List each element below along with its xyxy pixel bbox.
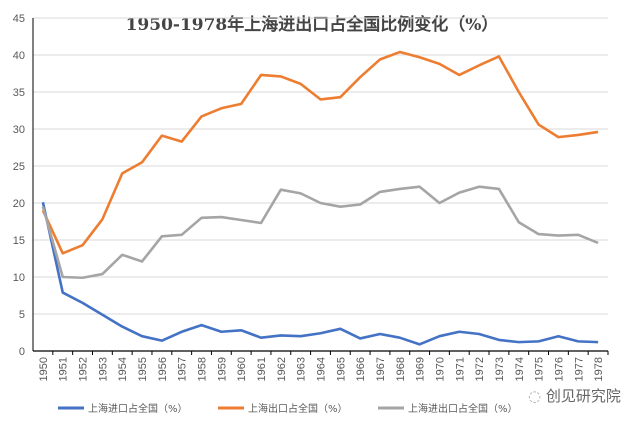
x-tick-label: 1970 — [434, 357, 446, 381]
x-tick-label: 1967 — [375, 357, 387, 381]
x-tick-label: 1954 — [117, 357, 129, 381]
y-tick-label: 25 — [13, 161, 25, 173]
x-tick-label: 1968 — [395, 357, 407, 381]
series-line-1 — [41, 50, 599, 255]
watermark: ◌ 创见研究院 — [528, 388, 621, 405]
chart-title: 1950-1978年上海进出口占全国比例变化（%） — [125, 15, 499, 35]
y-tick-label: 15 — [13, 235, 25, 247]
x-tick-label: 1972 — [474, 357, 486, 381]
x-tick-label: 1951 — [58, 357, 70, 381]
x-tick-label: 1965 — [335, 357, 347, 381]
y-tick-label: 35 — [13, 87, 25, 99]
watermark-text: 创见研究院 — [545, 387, 621, 405]
series-line-0 — [41, 201, 599, 346]
x-tick-label: 1960 — [236, 357, 248, 381]
legend-label: 上海进口占全国（%） — [88, 402, 188, 415]
x-tick-label: 1953 — [97, 357, 109, 381]
x-tick-label: 1976 — [553, 357, 565, 381]
x-tick-label: 1973 — [494, 357, 506, 381]
x-tick-label: 1962 — [276, 357, 288, 381]
x-tick-label: 1961 — [256, 357, 268, 381]
x-tick-label: 1963 — [296, 357, 308, 381]
y-tick-label: 40 — [13, 50, 25, 62]
x-tick-label: 1952 — [78, 357, 90, 381]
x-tick-label: 1956 — [157, 357, 169, 381]
x-tick-label: 1957 — [177, 357, 189, 381]
legend-label: 上海出口占全国（%） — [248, 402, 348, 415]
y-tick-label: 0 — [19, 346, 25, 358]
x-tick-label: 1977 — [573, 357, 585, 381]
x-tick-label: 1974 — [514, 357, 526, 381]
x-tick-label: 1975 — [534, 357, 546, 381]
y-tick-label: 30 — [13, 124, 25, 136]
y-tick-label: 5 — [19, 309, 25, 321]
x-tick-label: 1971 — [454, 357, 466, 381]
wechat-icon: ◌ — [528, 387, 546, 405]
x-tick-label: 1958 — [197, 357, 209, 381]
y-tick-label: 45 — [13, 13, 25, 25]
x-tick-label: 1964 — [316, 357, 328, 381]
legend-label: 上海进出口占全国（%） — [408, 402, 518, 415]
x-tick-label: 1959 — [216, 357, 228, 381]
x-tick-label: 1969 — [415, 357, 427, 381]
x-tick-label: 1950 — [38, 357, 50, 381]
x-tick-label: 1955 — [137, 357, 149, 381]
y-tick-label: 20 — [13, 198, 25, 210]
x-tick-label: 1966 — [355, 357, 367, 381]
x-tick-label: 1978 — [593, 357, 605, 381]
y-tick-label: 10 — [13, 272, 25, 284]
series-line-2 — [41, 185, 599, 280]
